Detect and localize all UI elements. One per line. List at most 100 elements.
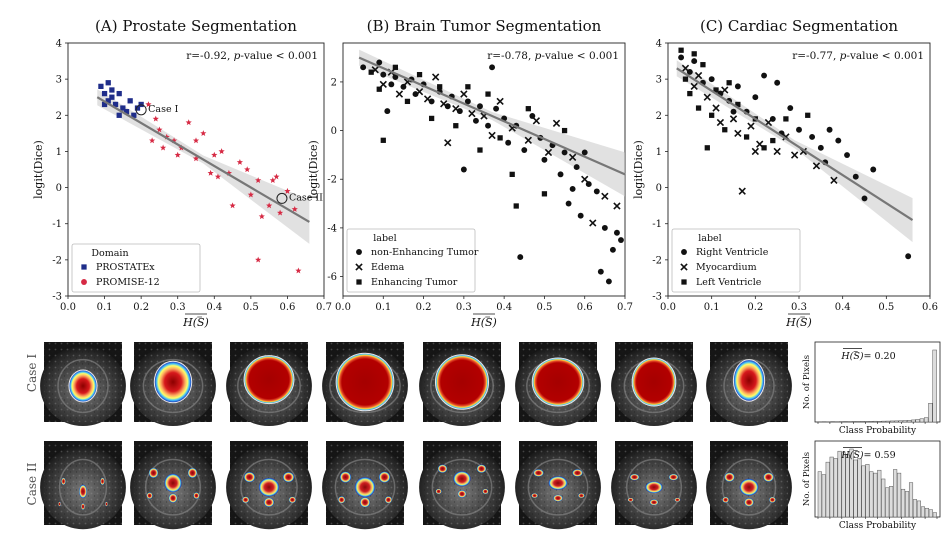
- panel-c-title: (C) Cardiac Segmentation: [700, 17, 898, 35]
- panel-a-xtick-label: 0.0: [60, 302, 76, 313]
- case-ii-tile-1-ring: [144, 458, 202, 516]
- case-ii-tile-0-ring: [58, 458, 108, 516]
- hist-case-i-bar-25: [924, 417, 929, 423]
- hist-case-ii-bar-10: [857, 458, 862, 518]
- panel-c-point-2-16: [691, 51, 697, 57]
- panel-c-point-0-19: [835, 137, 842, 144]
- hist-case-ii-bar-28: [928, 509, 933, 518]
- panel-b-point-0-42: [613, 229, 620, 236]
- case-ii-tile-1-heat-1: [148, 467, 159, 479]
- panel-b-point-1-9: [452, 105, 460, 113]
- panel-c-xtick-label: 0.1: [704, 302, 720, 313]
- panel-c-point-1-4: [712, 104, 720, 112]
- hist-case-i-bar-26: [928, 403, 933, 423]
- panel-b-regression-line: [358, 56, 626, 176]
- panel-b-point-0-43: [618, 237, 624, 243]
- panel-b-point-1-10: [460, 90, 468, 98]
- panel-a-point-1-3: [163, 133, 170, 140]
- case-i-tile-1-heat: [154, 361, 192, 403]
- panel-c-regression-line: [676, 67, 914, 222]
- panel-b-point-0-39: [601, 224, 608, 231]
- hist-case-ii-bar-20: [897, 472, 902, 518]
- panel-a-xtick-label: 0.7: [316, 302, 332, 313]
- panel-a-point-1-5: [174, 151, 181, 158]
- panel-a-callout-ring-0: [135, 104, 147, 116]
- panel-b-point-1-17: [532, 117, 541, 125]
- case-i-tile-6: [611, 342, 697, 426]
- case-i-tile-6-heat: [632, 358, 676, 406]
- case-i-tile-6-contour: [631, 357, 677, 407]
- panel-c-ytick-label: 2: [656, 111, 662, 122]
- panel-c-ytick-label: 4: [656, 39, 662, 50]
- panel-b-point-0-33: [573, 164, 580, 171]
- hist-case-i-bar-23: [915, 419, 920, 423]
- panel-b-point-1-16: [524, 136, 532, 144]
- panel-c-point-2-4: [700, 62, 706, 68]
- panel-a-point-0-1: [101, 90, 108, 97]
- case-ii-tile-2-heat-4: [242, 496, 250, 504]
- panel-c-xtick-label: 0.3: [791, 302, 807, 313]
- panel-c-legend-marker-2: [681, 279, 687, 285]
- hist-case-ii-xlabel: Class Probability: [839, 521, 917, 531]
- panel-a-ytick-label: -1: [52, 219, 62, 230]
- panel-a-point-1-14: [229, 202, 236, 209]
- hist-case-ii-annotation-symbol: H(S): [840, 450, 863, 461]
- panel-c-point-1-11: [764, 118, 773, 127]
- panel-a-point-1-27: [255, 256, 262, 263]
- panel-c-point-2-9: [735, 101, 741, 108]
- mri-row-case-ii: [40, 441, 792, 530]
- panel-a-point-0-9: [123, 109, 130, 115]
- case-ii-tile-4-heat-2: [476, 464, 487, 473]
- panel-b-point-0-31: [565, 200, 572, 207]
- panel-b-point-1-20: [568, 153, 577, 162]
- panel-a-legend-title: Domain: [91, 248, 128, 259]
- hist-case-ii-bar-27: [924, 507, 929, 518]
- case-ii-tile-2: [226, 441, 312, 530]
- case-i-tile-7-contour: [732, 359, 766, 402]
- case-ii-tile-6: [611, 441, 697, 530]
- panel-b-point-0-21: [505, 139, 512, 146]
- hist-case-ii-bar-22: [905, 491, 910, 518]
- panel-a-annotation: r=-0.92, p-value < 0.001: [186, 50, 318, 62]
- panel-b-ytick-label: -4: [327, 223, 337, 234]
- case-ii-tile-3-heat-2: [378, 471, 391, 483]
- panel-b-ytick-label: -2: [327, 175, 337, 186]
- row-label-case-ii: Case II: [25, 462, 39, 505]
- panel-c-point-1-16: [812, 162, 821, 170]
- hist-case-ii-bar-24: [912, 499, 918, 518]
- hist-case-i-bar-24: [919, 418, 925, 423]
- panel-c-point-1-14: [790, 151, 799, 159]
- panel-a-point-0-0: [98, 83, 104, 90]
- case-ii-tile-5-heat-4: [531, 493, 538, 498]
- panel-c-legend-marker-0: [681, 249, 687, 255]
- case-ii-tile-3-heat-5: [384, 496, 392, 504]
- panel-b-point-0-3: [388, 81, 395, 88]
- panel-a-point-0-10: [127, 98, 133, 104]
- case-ii-tile-6-heat-5: [674, 497, 681, 502]
- panel-b-xtick-label: 0.6: [577, 302, 593, 313]
- panel-c-point-1-12: [773, 147, 781, 156]
- panel-c-point-0-10: [761, 72, 768, 79]
- panel-a-xtick-label: 0.5: [243, 302, 259, 313]
- panel-a-point-1-4: [170, 137, 178, 144]
- hist-case-ii-bar-1: [821, 474, 826, 518]
- panel-a-xtick-label: 0.6: [279, 302, 295, 313]
- panel-a-legend-label-1: PROMISE-12: [96, 277, 160, 288]
- case-ii-tile-2-heat-3: [263, 497, 275, 507]
- panel-c-ytick-label: -3: [652, 292, 662, 303]
- case-ii-tile-7-heat-4: [722, 496, 729, 503]
- panel-a-point-1-15: [236, 159, 243, 165]
- panel-c-legend-marker-1: [680, 263, 688, 271]
- case-ii-tile-7-heat-1: [724, 472, 735, 482]
- case-i-tile-7-heat: [733, 359, 765, 402]
- panel-b-point-2-6: [437, 84, 443, 90]
- hist-case-i-bar-9: [856, 421, 861, 423]
- panel-b-point-2-5: [428, 115, 435, 122]
- panel-b-point-0-2: [380, 71, 387, 78]
- panel-a-point-0-3: [109, 94, 115, 100]
- case-ii-tile-4-heat-1: [437, 464, 448, 473]
- panel-c-ylabel: logit(Dice): [632, 140, 645, 199]
- case-ii-tile-7-heat-5: [769, 496, 776, 503]
- panel-b-point-0-32: [569, 186, 576, 192]
